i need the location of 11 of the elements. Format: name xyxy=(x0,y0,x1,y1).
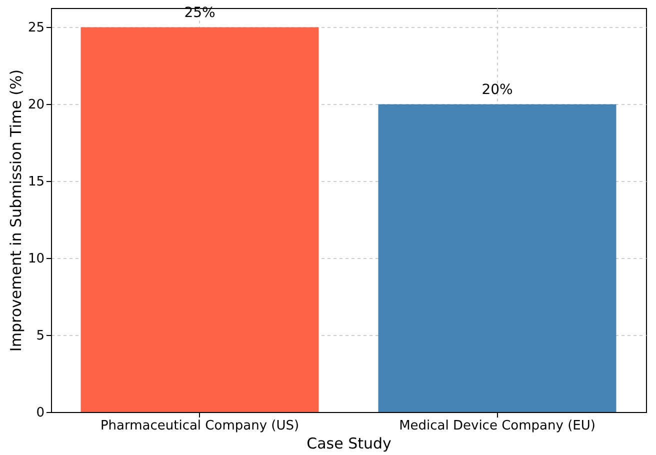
y-tick-label: 0 xyxy=(36,406,44,420)
x-tick-label: Pharmaceutical Company (US) xyxy=(100,418,300,434)
x-axis-title: Case Study xyxy=(306,434,392,452)
y-tick-label: 5 xyxy=(36,328,44,344)
y-tick-label: 20 xyxy=(28,98,44,113)
data-label: 20% xyxy=(482,82,513,98)
y-axis-title: Improvement in Submission Time (%) xyxy=(6,69,25,352)
y-tick-label: 25 xyxy=(28,20,44,36)
x-tick-label: Medical Device Company (EU) xyxy=(399,418,596,434)
y-tick-label: 15 xyxy=(28,174,44,190)
y-tick-label: 10 xyxy=(28,252,44,267)
